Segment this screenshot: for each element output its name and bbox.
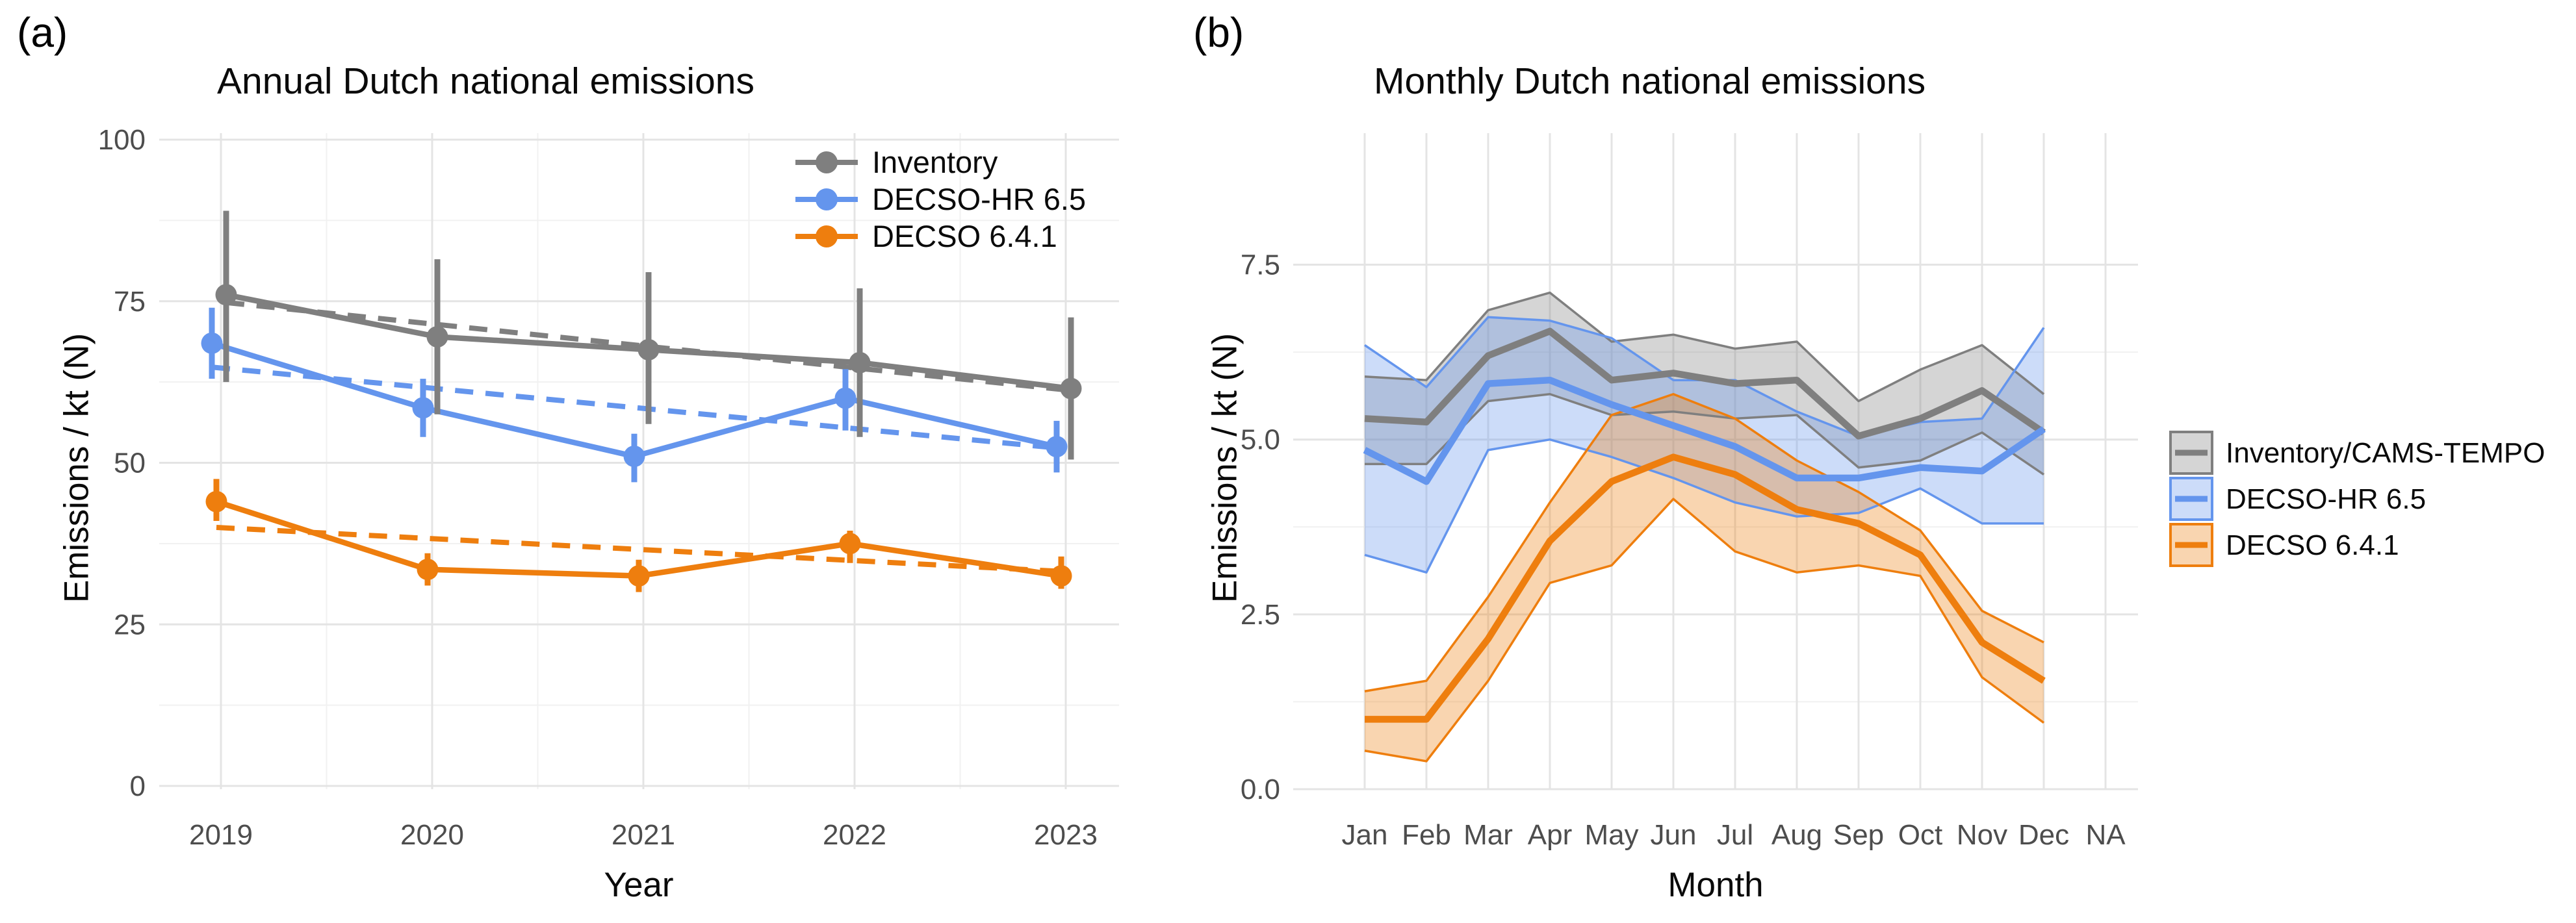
series-line-DECSO 6.4.1 — [1365, 453, 2046, 723]
y-tick-label: 5.0 — [1241, 424, 1280, 456]
monthly-emissions-chart: 0.0 2.5 5.0 7.5 Jan Feb Mar Apr May Jun Jul Aug Sep O… — [1241, 133, 2545, 851]
x-tick-label: Apr — [1528, 819, 1572, 851]
x-tick-label: Feb — [1402, 819, 1451, 851]
data-point-Inventory — [849, 351, 871, 373]
legend-label-Inventory/CAMS-TEMPO: Inventory/CAMS-TEMPO — [2226, 437, 2545, 469]
y-tick-label: 7.5 — [1241, 249, 1280, 281]
legend-key-point-Inventory — [816, 151, 838, 173]
data-point-Inventory — [1060, 377, 1082, 399]
y-tick-label: 50 — [114, 448, 146, 479]
data-point-DECSO 6.4.1 — [839, 533, 861, 555]
data-point-DECSO-HR 6.5 — [412, 397, 434, 419]
data-point-DECSO 6.4.1 — [628, 565, 650, 587]
legend-label-DECSO 6.4.1: DECSO 6.4.1 — [872, 219, 1057, 253]
x-tick-label: Jun — [1651, 819, 1697, 851]
x-tick-label: Nov — [1957, 819, 2007, 851]
y-tick-label: 25 — [114, 609, 146, 640]
x-tick-label: 2019 — [189, 819, 253, 851]
data-point-Inventory — [215, 284, 237, 306]
data-point-DECSO 6.4.1 — [1050, 565, 1072, 587]
x-tick-label: NA — [2085, 819, 2126, 851]
x-tick-label: 2020 — [400, 819, 464, 851]
data-point-Inventory — [638, 338, 660, 360]
x-tick-label: Jan — [1342, 819, 1388, 851]
panel-b-letter: (b) — [1193, 9, 1244, 56]
series-line-Inventory/CAMS-TEMPO — [1364, 327, 2046, 440]
legend-label-DECSO-HR 6.5: DECSO-HR 6.5 — [872, 182, 1086, 216]
panel-a-x-axis-title: Year — [604, 866, 674, 904]
legend-key-point-DECSO-HR 6.5 — [816, 188, 838, 210]
legend-label-Inventory: Inventory — [872, 145, 998, 179]
x-tick-label: Mar — [1463, 819, 1513, 851]
y-tick-label: 0.0 — [1241, 774, 1280, 805]
x-tick-label: Oct — [1898, 819, 1942, 851]
series-line-DECSO-HR 6.5 — [1363, 376, 2046, 485]
ribbon-edge-lower-Inventory/CAMS-TEMPO — [1365, 392, 2044, 475]
x-tick-label: 2023 — [1034, 819, 1098, 851]
panel-b-y-axis-title: Emissions / kt (N) — [1205, 333, 1244, 603]
panel-b-title: Monthly Dutch national emissions — [1374, 60, 1926, 102]
data-point-DECSO-HR 6.5 — [834, 387, 857, 409]
trend-line-DECSO-HR 6.5 — [211, 364, 1057, 451]
grid — [1293, 133, 2138, 790]
ribbon-edge-lower-DECSO-HR 6.5 — [1364, 438, 2044, 574]
ribbon-edge-lower-DECSO 6.4.1 — [1364, 498, 2045, 763]
y-tick-label: 100 — [98, 124, 146, 156]
legend-key-point-DECSO 6.4.1 — [816, 225, 838, 247]
panel-b-x-axis-title: Month — [1668, 866, 1764, 904]
x-tick-label: Aug — [1771, 819, 1822, 851]
data-point-Inventory — [426, 325, 448, 348]
data-point-DECSO-HR 6.5 — [201, 332, 223, 354]
x-tick-label: 2022 — [823, 819, 886, 851]
x-tick-label: Sep — [1833, 819, 1884, 851]
panel-monthly: (b) Monthly Dutch national emissions 0.0… — [1157, 0, 2576, 923]
trend-line-DECSO 6.4.1 — [216, 525, 1062, 574]
x-tick-label: May — [1584, 819, 1638, 851]
y-tick-label: 2.5 — [1241, 599, 1280, 631]
data-point-DECSO-HR 6.5 — [1046, 436, 1068, 458]
ribbon-edge-upper-Inventory/CAMS-TEMPO — [1364, 291, 2045, 403]
x-tick-label: Jul — [1717, 819, 1753, 851]
trend-line-Inventory — [225, 299, 1072, 394]
panel-annual: (a) Annual Dutch national emissions 0 25 5… — [0, 0, 1157, 923]
x-tick-label: 2021 — [612, 819, 675, 851]
panel-a-y-axis-title: Emissions / kt (N) — [57, 333, 96, 603]
panel-a-letter: (a) — [17, 9, 68, 56]
y-tick-label: 0 — [130, 770, 146, 802]
y-tick-label: 75 — [114, 286, 146, 318]
x-tick-label: Dec — [2018, 819, 2069, 851]
legend-monthly: Inventory/CAMS-TEMPO DECSO-HR 6.5 DECSO 6.… — [2169, 431, 2545, 567]
ribbon-edge-upper-DECSO 6.4.1 — [1364, 392, 2044, 693]
legend-label-DECSO 6.4.1: DECSO 6.4.1 — [2226, 529, 2399, 561]
data-point-DECSO-HR 6.5 — [623, 446, 645, 468]
legend-label-DECSO-HR 6.5: DECSO-HR 6.5 — [2226, 483, 2426, 515]
data-point-DECSO 6.4.1 — [417, 559, 439, 581]
panel-a-title: Annual Dutch national emissions — [217, 60, 754, 102]
data-point-DECSO 6.4.1 — [205, 490, 227, 512]
